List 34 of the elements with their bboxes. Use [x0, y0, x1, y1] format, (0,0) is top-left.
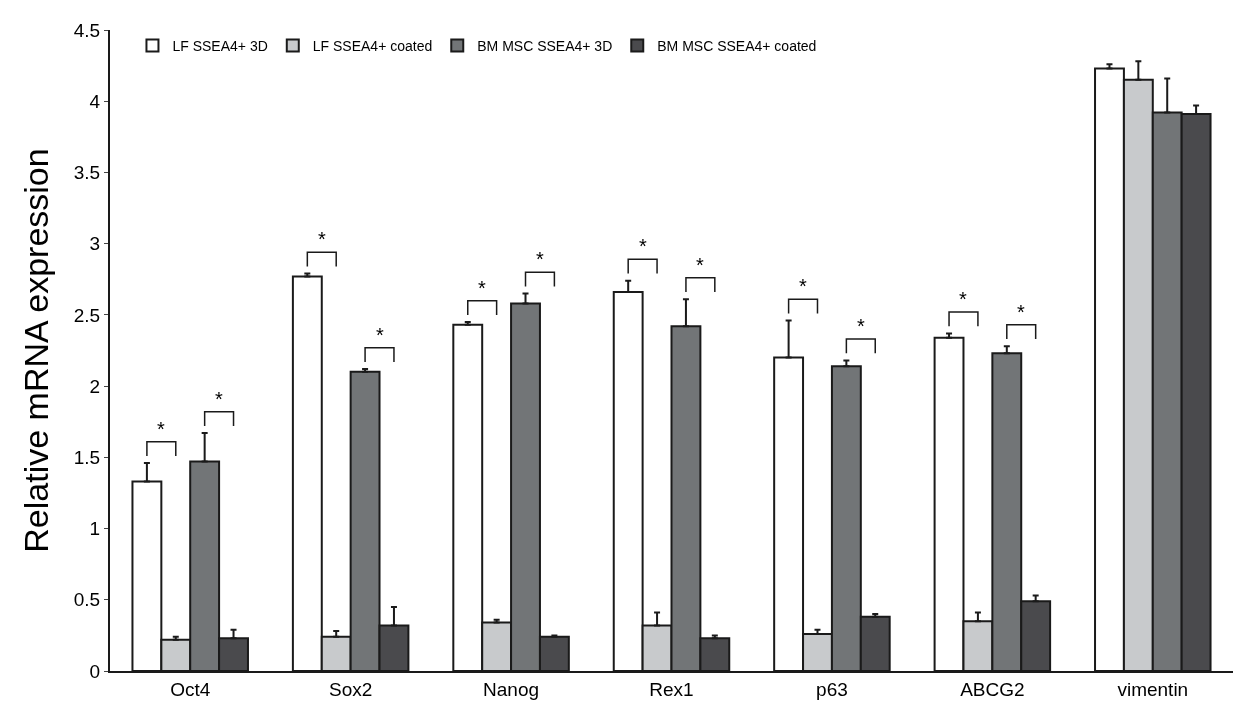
- annotation: *: [536, 248, 544, 270]
- legend-label: LF SSEA4+ 3D: [172, 38, 268, 55]
- annotation: *: [478, 277, 486, 299]
- x-tick-label: Oct4: [170, 678, 211, 700]
- legend-label: BM MSC SSEA4+ coated: [657, 38, 817, 55]
- x-tick-label: ABCG2: [960, 678, 1025, 700]
- annotation: *: [1017, 301, 1025, 323]
- y-tick-label: 0.5: [73, 589, 101, 611]
- annotation: *: [959, 288, 967, 310]
- annotation: *: [157, 418, 165, 440]
- y-tick-label: 0: [89, 660, 101, 682]
- annotation: *: [857, 315, 865, 337]
- y-tick-label: 4.5: [73, 19, 101, 41]
- y-tick-label: 3.5: [73, 162, 101, 184]
- y-tick-label: 2.5: [73, 304, 101, 326]
- annotation: *: [376, 324, 384, 346]
- x-tick-label: Sox2: [328, 678, 373, 700]
- y-tick-label: 1: [89, 518, 101, 540]
- legend-label: BM MSC SSEA4+ 3D: [477, 38, 613, 55]
- annotation: *: [696, 254, 704, 276]
- y-axis-title: Relative mRNA expression: [16, 148, 55, 553]
- y-tick-label: 2: [89, 375, 101, 397]
- y-tick-label: 4: [89, 90, 101, 112]
- x-tick-label: p63: [816, 678, 848, 700]
- y-tick-label: 1.5: [73, 446, 101, 468]
- legend-label: LF SSEA4+ coated: [312, 38, 433, 55]
- x-tick-label: Rex1: [649, 678, 694, 700]
- annotation: *: [318, 228, 326, 250]
- annotation: *: [639, 235, 647, 257]
- x-tick-label: Nanog: [483, 678, 540, 700]
- annotation: *: [799, 275, 807, 297]
- x-tick-label: vimentin: [1117, 678, 1189, 700]
- y-tick-label: 3: [89, 233, 101, 255]
- annotation: *: [215, 388, 223, 410]
